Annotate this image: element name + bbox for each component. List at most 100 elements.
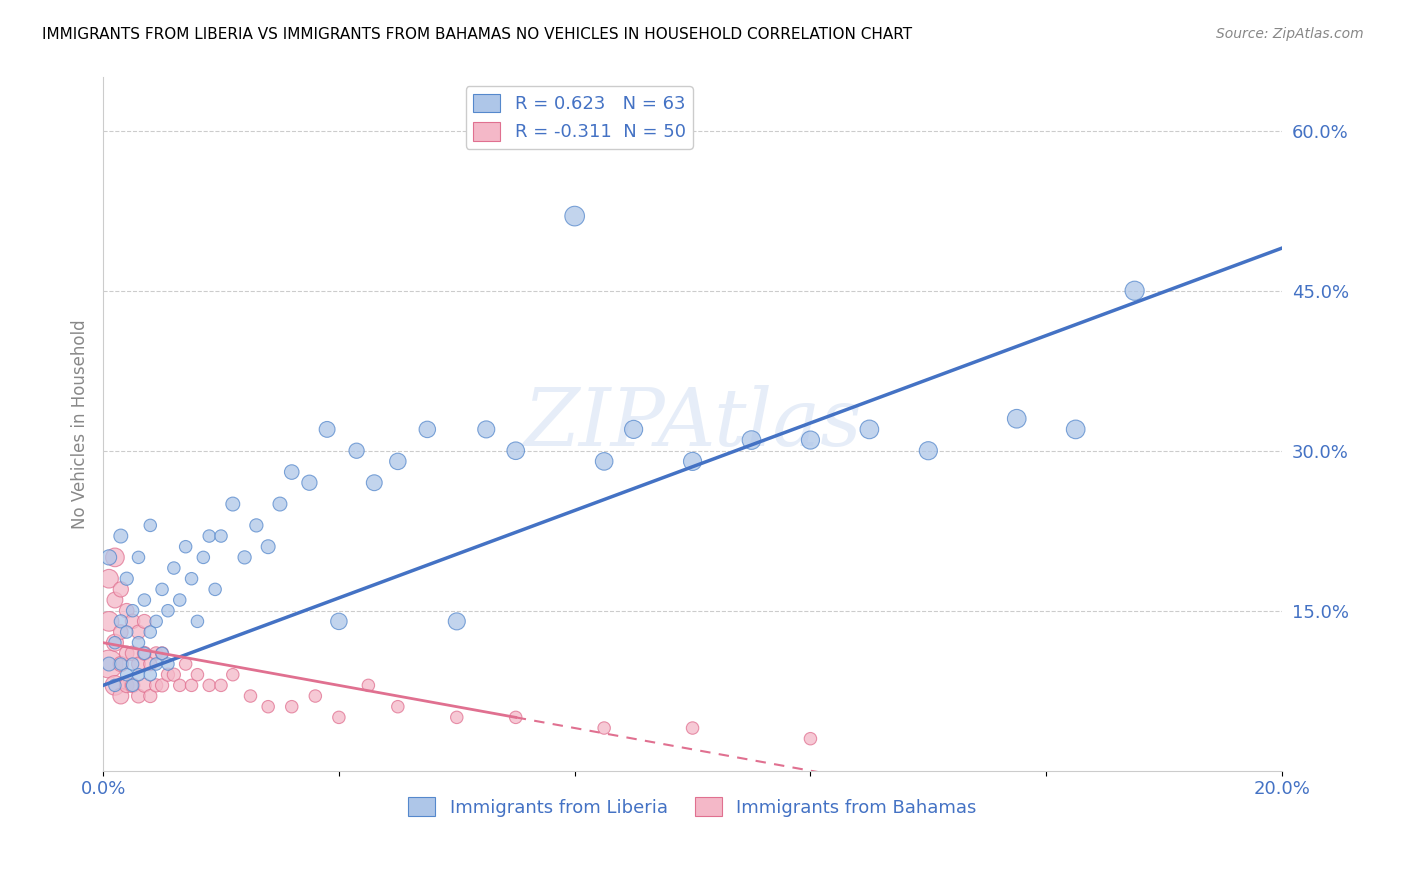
Point [139,625,162,640]
Point [446,615,468,629]
Point [193,550,215,565]
Point [505,710,527,724]
Point [128,689,150,703]
Point [128,625,150,640]
Point [917,443,939,458]
Point [128,667,150,681]
Point [209,678,232,692]
Point [134,615,156,629]
Point [233,550,256,565]
Point [564,209,586,223]
Point [169,678,191,692]
Point [1064,422,1087,436]
Point [110,657,132,671]
Point [799,433,821,447]
Point [104,636,127,650]
Point [104,550,127,565]
Point [186,667,208,681]
Point [145,657,167,671]
Point [139,518,162,533]
Point [316,422,339,436]
Point [446,710,468,724]
Point [740,433,762,447]
Point [387,699,409,714]
Point [346,443,368,458]
Point [328,615,350,629]
Point [156,604,179,618]
Point [104,678,127,692]
Point [104,678,127,692]
Point [121,657,143,671]
Point [1005,411,1028,425]
Point [593,721,616,735]
Point [222,497,245,511]
Legend: Immigrants from Liberia, Immigrants from Bahamas: Immigrants from Liberia, Immigrants from… [401,790,984,824]
Point [104,636,127,650]
Point [115,646,138,660]
Point [134,678,156,692]
Point [280,465,302,479]
Point [156,657,179,671]
Point [110,657,132,671]
Point [134,646,156,660]
Point [280,699,302,714]
Point [121,646,143,660]
Point [799,731,821,746]
Point [134,593,156,607]
Text: ZIPAtlas: ZIPAtlas [523,385,862,463]
Point [245,518,267,533]
Point [328,710,350,724]
Point [115,667,138,681]
Point [121,678,143,692]
Point [416,422,439,436]
Point [115,625,138,640]
Point [169,593,191,607]
Point [98,657,121,671]
Point [186,615,208,629]
Point [209,529,232,543]
Y-axis label: No Vehicles in Household: No Vehicles in Household [72,319,89,529]
Point [98,550,121,565]
Point [257,699,280,714]
Point [98,572,121,586]
Point [139,667,162,681]
Point [110,615,132,629]
Point [239,689,262,703]
Point [180,678,202,692]
Point [139,689,162,703]
Point [110,529,132,543]
Point [475,422,498,436]
Point [198,529,221,543]
Point [110,689,132,703]
Point [121,604,143,618]
Point [174,540,197,554]
Point [163,667,186,681]
Point [204,582,226,597]
Point [298,475,321,490]
Point [150,646,173,660]
Point [134,646,156,660]
Point [150,678,173,692]
Point [357,678,380,692]
Point [858,422,880,436]
Point [121,678,143,692]
Point [180,572,202,586]
Text: IMMIGRANTS FROM LIBERIA VS IMMIGRANTS FROM BAHAMAS NO VEHICLES IN HOUSEHOLD CORR: IMMIGRANTS FROM LIBERIA VS IMMIGRANTS FR… [42,27,912,42]
Point [363,475,385,490]
Point [156,667,179,681]
Text: Source: ZipAtlas.com: Source: ZipAtlas.com [1216,27,1364,41]
Point [1123,284,1146,298]
Point [145,678,167,692]
Point [128,657,150,671]
Point [593,454,616,468]
Point [304,689,326,703]
Point [198,678,221,692]
Point [682,454,704,468]
Point [128,550,150,565]
Point [387,454,409,468]
Point [98,657,121,671]
Point [110,625,132,640]
Point [163,561,186,575]
Point [139,657,162,671]
Point [145,615,167,629]
